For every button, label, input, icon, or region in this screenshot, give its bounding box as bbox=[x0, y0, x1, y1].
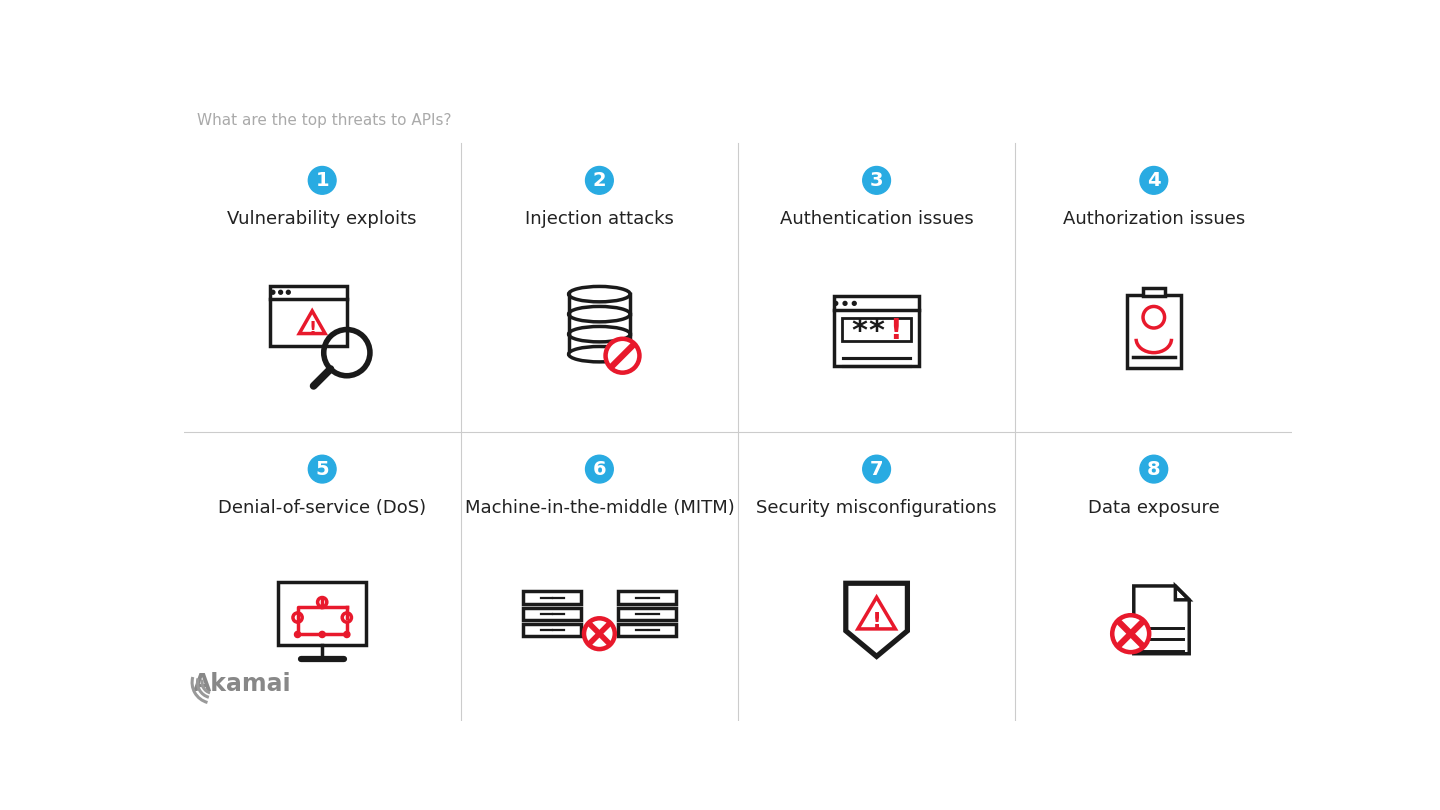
Circle shape bbox=[320, 631, 325, 637]
Text: 4: 4 bbox=[1148, 171, 1161, 190]
Text: Data exposure: Data exposure bbox=[1089, 499, 1220, 517]
Circle shape bbox=[287, 290, 291, 294]
Circle shape bbox=[834, 301, 838, 305]
Text: Security misconfigurations: Security misconfigurations bbox=[756, 499, 996, 517]
Circle shape bbox=[606, 339, 639, 373]
Circle shape bbox=[1140, 167, 1168, 194]
Text: Vulnerability exploits: Vulnerability exploits bbox=[228, 210, 418, 228]
Circle shape bbox=[852, 301, 857, 305]
Text: 2: 2 bbox=[593, 171, 606, 190]
Bar bbox=[618, 608, 675, 620]
Text: 7: 7 bbox=[870, 459, 883, 479]
Text: Authorization issues: Authorization issues bbox=[1063, 210, 1246, 228]
Bar bbox=[618, 591, 675, 603]
Text: !: ! bbox=[308, 320, 317, 338]
Circle shape bbox=[586, 167, 613, 194]
Text: Denial-of-service (DoS): Denial-of-service (DoS) bbox=[217, 499, 426, 517]
Text: !: ! bbox=[888, 317, 901, 345]
Bar bbox=[834, 296, 919, 366]
Circle shape bbox=[295, 631, 301, 637]
Bar bbox=[523, 624, 580, 636]
Text: *: * bbox=[851, 317, 868, 346]
Text: 6: 6 bbox=[593, 459, 606, 479]
Circle shape bbox=[308, 167, 336, 194]
Circle shape bbox=[863, 167, 890, 194]
Text: 3: 3 bbox=[870, 171, 883, 190]
Circle shape bbox=[344, 631, 350, 637]
Bar bbox=[1143, 288, 1165, 296]
Text: Akamai: Akamai bbox=[193, 672, 291, 696]
Circle shape bbox=[1140, 455, 1168, 483]
Circle shape bbox=[279, 290, 282, 294]
Circle shape bbox=[271, 290, 275, 294]
Text: What are the top threats to APIs?: What are the top threats to APIs? bbox=[197, 113, 452, 128]
Text: 5: 5 bbox=[315, 459, 328, 479]
Bar bbox=[269, 286, 347, 346]
Circle shape bbox=[586, 455, 613, 483]
Bar bbox=[523, 608, 580, 620]
Ellipse shape bbox=[569, 347, 631, 362]
Circle shape bbox=[863, 455, 890, 483]
Circle shape bbox=[308, 455, 336, 483]
Bar bbox=[278, 582, 366, 646]
Text: 1: 1 bbox=[315, 171, 328, 190]
Bar bbox=[1128, 295, 1181, 368]
Circle shape bbox=[1112, 616, 1149, 652]
Text: 8: 8 bbox=[1148, 459, 1161, 479]
Bar bbox=[618, 624, 675, 636]
Text: Injection attacks: Injection attacks bbox=[526, 210, 674, 228]
Circle shape bbox=[585, 618, 615, 649]
Text: Authentication issues: Authentication issues bbox=[779, 210, 973, 228]
Text: *: * bbox=[868, 317, 884, 346]
Bar bbox=[842, 318, 912, 341]
Text: !: ! bbox=[871, 612, 881, 632]
Circle shape bbox=[842, 301, 847, 305]
Bar bbox=[523, 591, 580, 603]
Text: Machine-in-the-middle (MITM): Machine-in-the-middle (MITM) bbox=[465, 499, 734, 517]
